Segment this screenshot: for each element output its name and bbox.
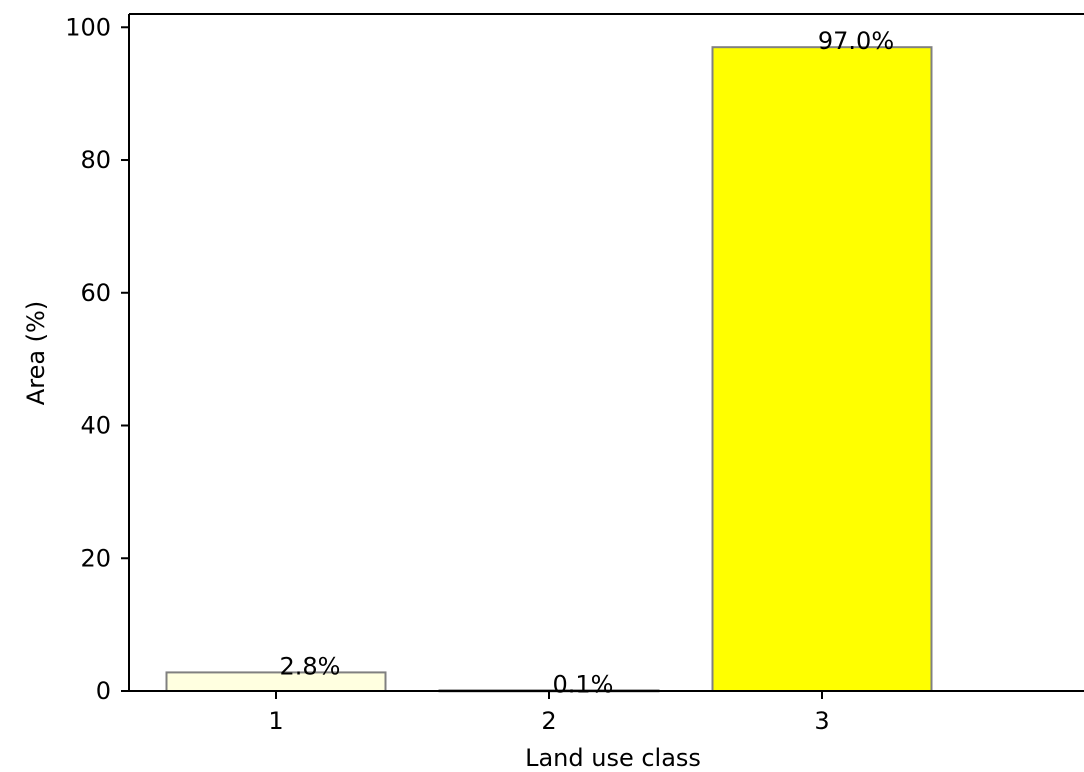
data-label-3: 97.0%	[818, 27, 894, 55]
x-tick-label: 1	[268, 707, 283, 735]
bar-1	[165, 671, 387, 693]
x-axis-label: Land use class	[525, 744, 701, 772]
y-tick-label: 40	[80, 412, 111, 440]
y-tick-label: 80	[80, 146, 111, 174]
x-ticks: 1 2 3	[268, 691, 830, 735]
y-tick-label: 20	[80, 544, 111, 572]
y-tick-label: 60	[80, 279, 111, 307]
y-ticks: 0 20 40 60 80 100	[65, 13, 129, 705]
data-labels: 2.8% 0.1% 97.0%	[280, 27, 895, 698]
bars-layer	[165, 46, 933, 693]
y-tick-label: 0	[96, 677, 111, 705]
axes-layer	[128, 13, 1084, 692]
x-tick-label: 2	[541, 707, 556, 735]
data-label-1: 2.8%	[280, 652, 341, 680]
y-tick-label: 100	[65, 13, 111, 41]
data-label-2: 0.1%	[553, 670, 614, 698]
x-tick-label: 3	[814, 707, 829, 735]
bar-3	[711, 46, 933, 692]
y-axis-label: Area (%)	[22, 301, 50, 405]
